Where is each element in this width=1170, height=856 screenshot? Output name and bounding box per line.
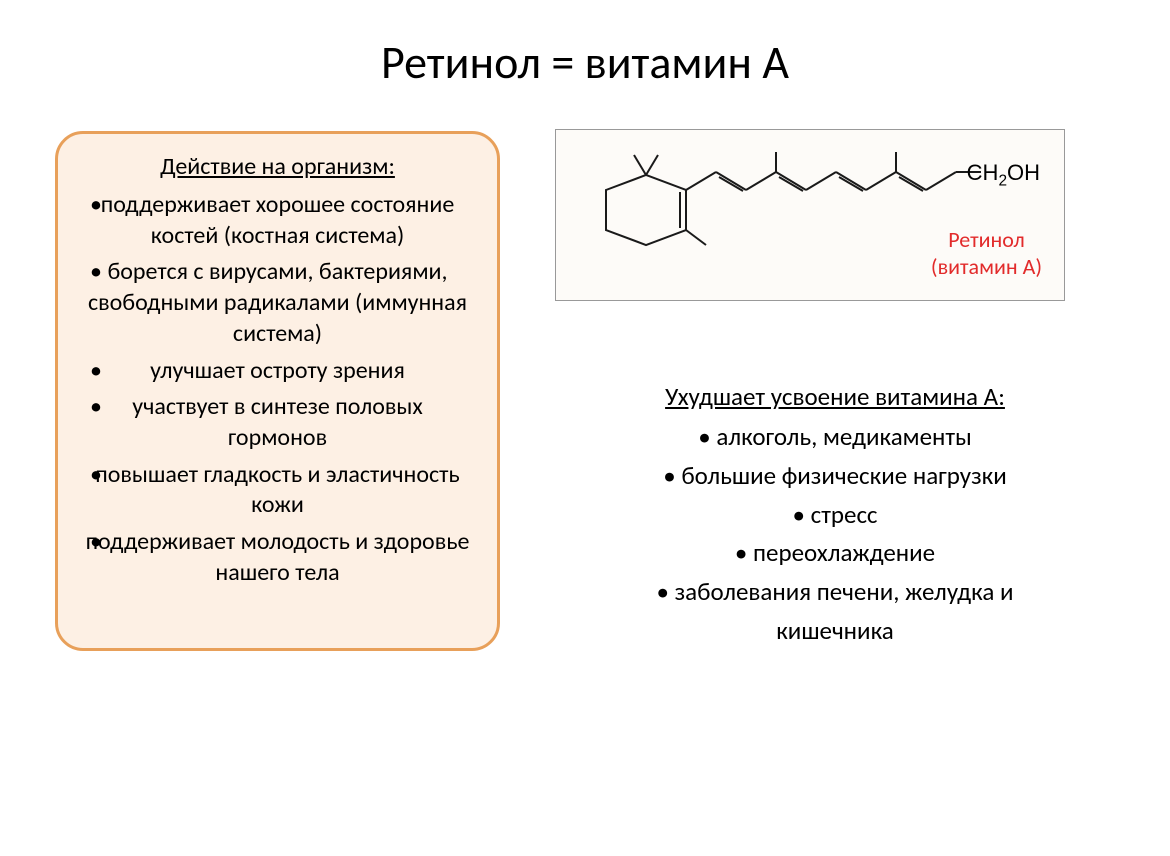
content-row: Действие на организм: поддерживает хорош… [0, 121, 1170, 651]
list-item: борется с вирусами, бактериями, свободны… [80, 254, 475, 352]
list-item: большие физические нагрузки [555, 457, 1115, 496]
chemical-formula-box: CH2OH Ретинол (витамин А) [555, 129, 1065, 301]
list-item: заболевания печени, желудка и [555, 573, 1115, 612]
worsen-list: алкоголь, медикаменты большие физические… [555, 418, 1115, 651]
list-item: участвует в синтезе половых гормонов [80, 389, 475, 456]
formula-caption: Ретинол (витамин А) [931, 227, 1042, 280]
list-item: стресс [555, 496, 1115, 535]
list-item: повышает гладкость и эластичность кожи [80, 457, 475, 524]
list-item: поддерживает хорошее состояние костей (к… [80, 187, 475, 254]
list-item: кишечника [555, 612, 1115, 651]
effects-heading: Действие на организм: [80, 152, 475, 181]
ch2oh-label: CH2OH [967, 160, 1040, 190]
worsen-heading: Ухудшает усвоение витамина А: [555, 381, 1115, 412]
worsen-block: Ухудшает усвоение витамина А: алкоголь, … [555, 381, 1115, 651]
right-column: CH2OH Ретинол (витамин А) Ухудшает усвое… [500, 121, 1115, 651]
list-item: поддерживает молодость и здоровье нашего… [80, 524, 475, 591]
effects-list: поддерживает хорошее состояние костей (к… [80, 187, 475, 592]
effects-box: Действие на организм: поддерживает хорош… [55, 131, 500, 651]
list-item: алкоголь, медикаменты [555, 418, 1115, 457]
list-item: улучшает остроту зрения [80, 353, 475, 390]
list-item: переохлаждение [555, 534, 1115, 573]
page-title: Ретинол = витамин А [0, 0, 1170, 121]
